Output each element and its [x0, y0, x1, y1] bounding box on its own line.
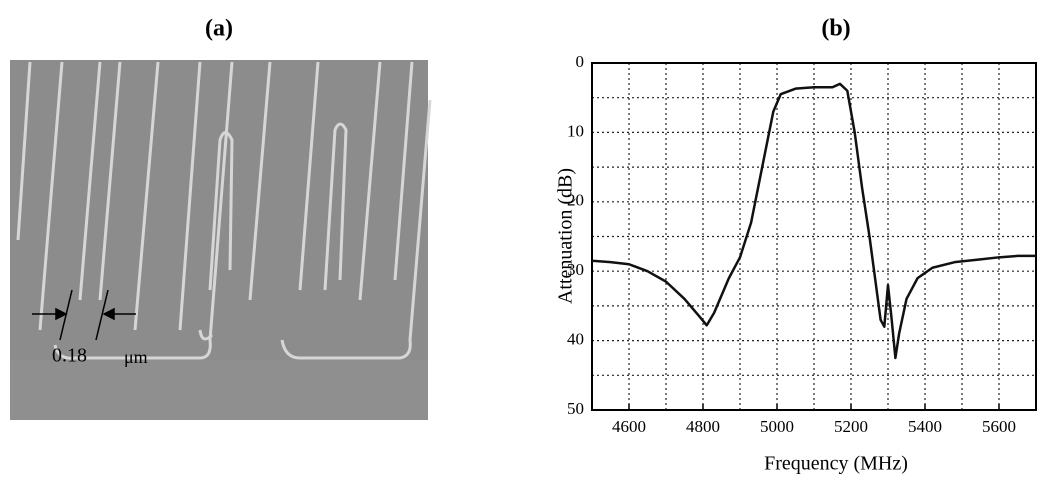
- x-tick-label: 4800: [686, 417, 720, 436]
- annotation-value: 0.18: [52, 345, 87, 367]
- plot-frame: [591, 62, 1037, 411]
- x-tick-label: 5400: [908, 417, 942, 436]
- x-axis-label: Frequency (MHz): [764, 453, 908, 475]
- panel-label: (b): [821, 16, 850, 42]
- x-tick-label: 5200: [834, 417, 868, 436]
- y-axis-label: Attenuation (dB): [555, 168, 577, 304]
- y-tick-label: 30: [567, 260, 584, 279]
- y-tick-label: 20: [567, 191, 584, 210]
- x-tick-label: 5600: [982, 417, 1016, 436]
- y-tick-label: 50: [567, 399, 584, 418]
- x-tick-label: 5000: [760, 417, 794, 436]
- annotation-unit: μm: [124, 347, 148, 367]
- x-tick-label: 4600: [612, 417, 646, 436]
- data-line: [591, 82, 1036, 360]
- y-tick-label: 10: [567, 121, 584, 140]
- y-tick-label: 0: [576, 52, 585, 71]
- y-tick-label: 40: [567, 330, 584, 349]
- sem-image: 0.18 μm: [10, 60, 432, 420]
- panel-label: (a): [205, 16, 233, 42]
